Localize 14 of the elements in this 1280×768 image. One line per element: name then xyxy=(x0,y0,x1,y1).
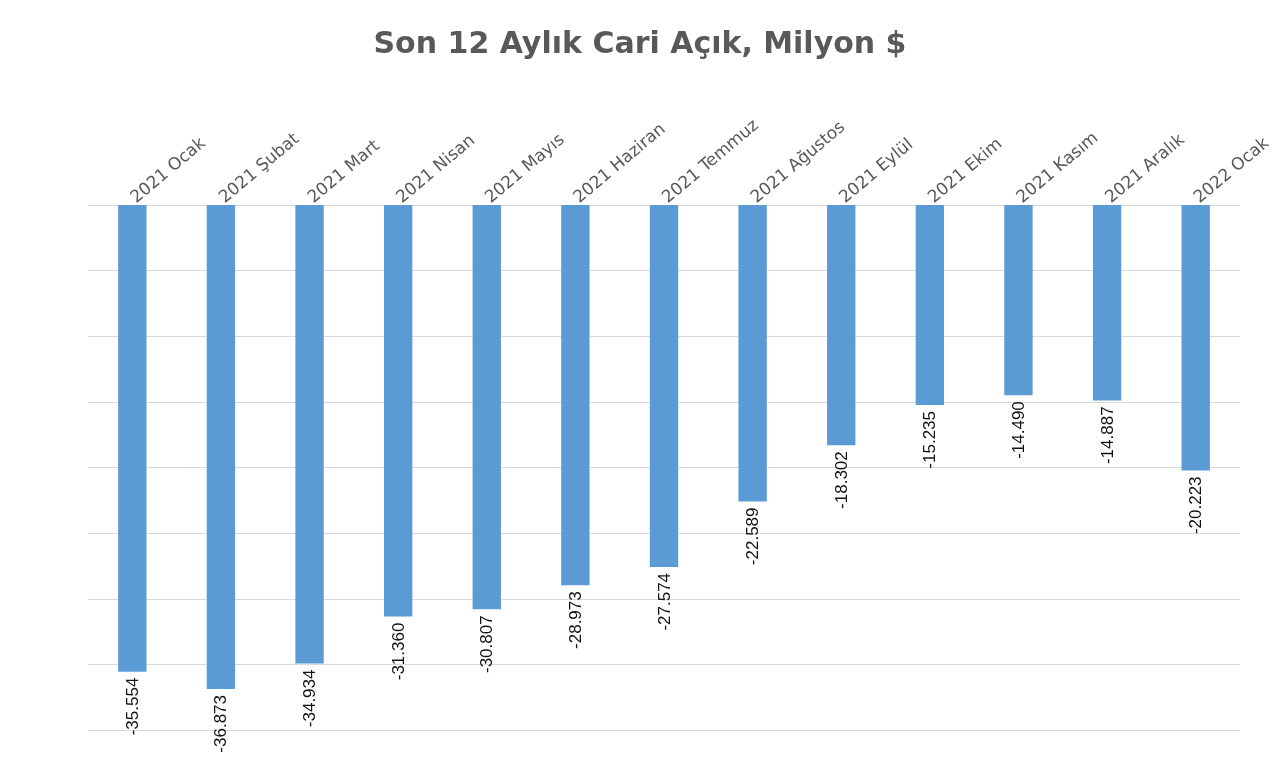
data-label: -36.873 xyxy=(211,694,231,753)
data-label: -31.360 xyxy=(388,622,408,681)
data-label: -20.223 xyxy=(1186,476,1206,535)
data-label: -14.490 xyxy=(1008,401,1028,459)
data-label: -14.887 xyxy=(1097,406,1117,465)
data-label: -18.302 xyxy=(831,451,851,509)
data-label: -15.235 xyxy=(920,410,940,469)
data-label: -27.574 xyxy=(654,572,674,631)
data-label: -22.589 xyxy=(743,507,763,566)
data-label: -34.934 xyxy=(300,669,320,728)
chart-title: Son 12 Aylık Cari Açık, Milyon $ xyxy=(373,24,907,60)
data-label: -28.973 xyxy=(565,591,585,649)
data-label: -30.807 xyxy=(477,615,497,674)
data-label: -35.554 xyxy=(122,677,142,736)
